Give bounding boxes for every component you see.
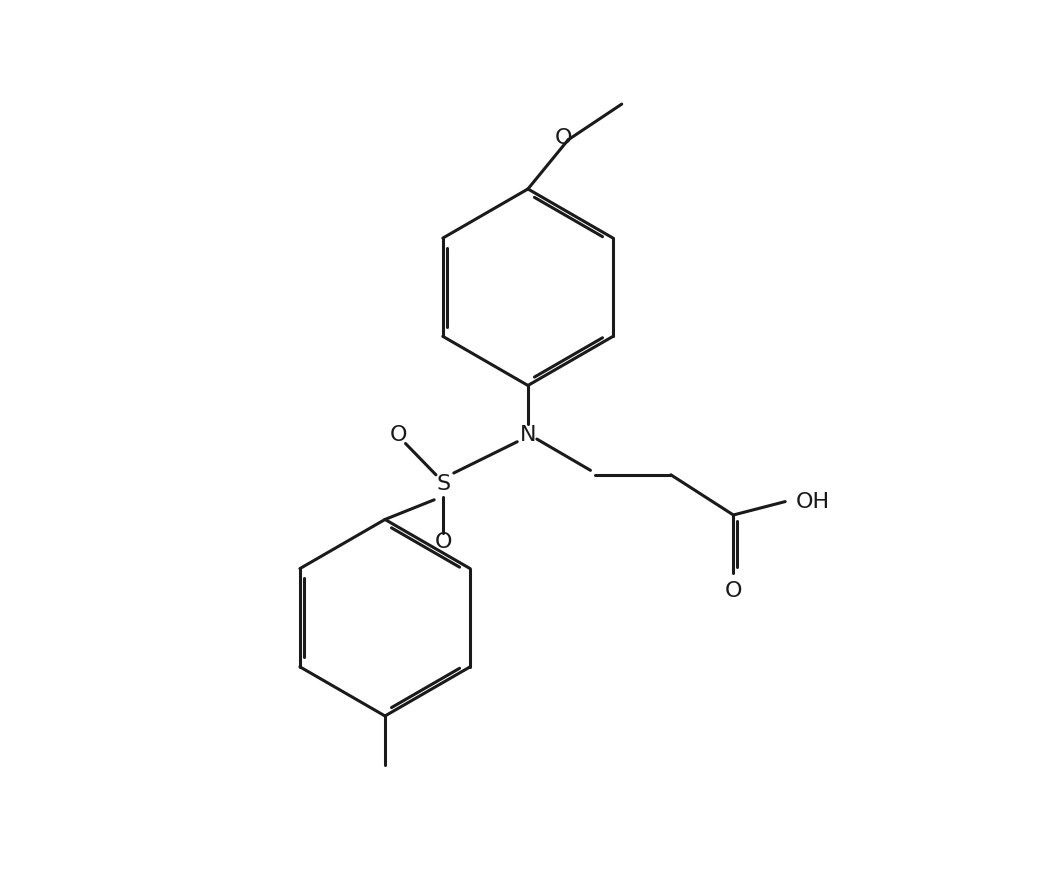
Text: O: O [389, 425, 407, 444]
Text: N: N [520, 425, 537, 444]
Text: O: O [725, 581, 742, 601]
Text: O: O [434, 532, 452, 552]
Text: OH: OH [796, 492, 830, 512]
Text: O: O [555, 128, 572, 148]
Text: S: S [436, 474, 450, 494]
